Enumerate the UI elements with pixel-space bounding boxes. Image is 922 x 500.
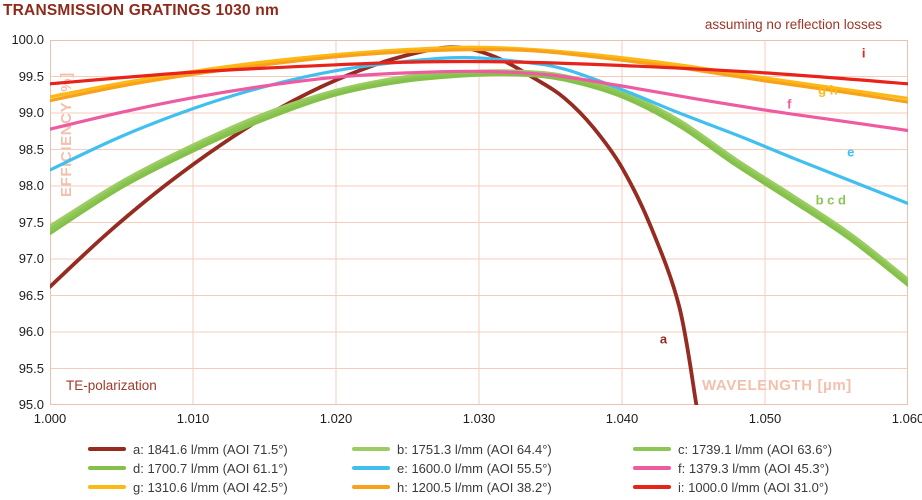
legend-swatch-a [88, 447, 126, 451]
y-tick-96.0: 96.0 [18, 324, 44, 339]
x-tick-1.020: 1.020 [319, 411, 353, 426]
legend-label-b: b: 1751.3 l/mm (AOI 64.4°) [397, 441, 552, 457]
curve-d [50, 72, 908, 287]
legend-label-a: a: 1841.6 l/mm (AOI 71.5°) [133, 441, 288, 457]
x-tick-1.040: 1.040 [605, 411, 639, 426]
legend-item-i: i: 1000.0 l/mm (AOI 31.0°) [633, 479, 918, 495]
legend-label-f: f: 1379.3 l/mm (AOI 45.3°) [678, 460, 830, 476]
y-tick-100.0: 100.0 [11, 32, 44, 47]
curve-i [50, 59, 908, 86]
page-title: TRANSMISSION GRATINGS 1030 nm [3, 2, 279, 19]
x-axis-label: WAVELENGTH [µm] [702, 377, 852, 394]
y-tick-97.5: 97.5 [18, 214, 44, 230]
legend-item-g: g: 1310.6 l/mm (AOI 42.5°) [88, 479, 352, 495]
legend-item-c: c: 1739.1 l/mm (AOI 63.6°) [633, 441, 918, 457]
x-tick-1.030: 1.030 [462, 411, 496, 426]
curve-h [50, 47, 908, 104]
legend-swatch-h [352, 485, 390, 489]
legend-label-g: g: 1310.6 l/mm (AOI 42.5°) [133, 479, 288, 495]
legend-item-d: d: 1700.7 l/mm (AOI 61.1°) [88, 460, 352, 476]
legend-item-b: b: 1751.3 l/mm (AOI 64.4°) [352, 441, 633, 457]
legend-item-h: h: 1200.5 l/mm (AOI 38.2°) [352, 479, 633, 495]
y-tick-99.0: 99.0 [18, 105, 44, 120]
legend-item-f: f: 1379.3 l/mm (AOI 45.3°) [633, 460, 918, 476]
x-tick-1.050: 1.050 [748, 411, 782, 426]
y-tick-95.0: 95.0 [18, 397, 44, 412]
curve-f [50, 69, 908, 133]
legend-label-d: d: 1700.7 l/mm (AOI 61.1°) [133, 460, 288, 476]
legend-label-e: e: 1600.0 l/mm (AOI 55.5°) [397, 460, 552, 476]
legend-swatch-e [352, 466, 390, 470]
legend-label-c: c: 1739.1 l/mm (AOI 63.6°) [678, 441, 833, 457]
y-tick-98.0: 98.0 [18, 178, 44, 193]
x-tick-1.000: 1.000 [33, 411, 67, 426]
legend: a: 1841.6 l/mm (AOI 71.5°) b: 1751.3 l/mm… [88, 441, 918, 495]
x-tick-1.010: 1.010 [176, 411, 210, 426]
y-tick-98.5: 98.5 [18, 141, 44, 157]
legend-label-h: h: 1200.5 l/mm (AOI 38.2°) [397, 479, 552, 495]
plot-area: EFFICIENCY [%] WAVELENGTH [µm] TE-polari… [50, 40, 908, 405]
y-tick-96.5: 96.5 [18, 287, 44, 303]
curve-a [50, 45, 699, 405]
efficiency-curves-chart [50, 40, 908, 405]
plot-border [50, 40, 908, 405]
y-tick-97.0: 97.0 [18, 251, 44, 266]
legend-item-a: a: 1841.6 l/mm (AOI 71.5°) [88, 441, 352, 457]
legend-item-e: e: 1600.0 l/mm (AOI 55.5°) [352, 460, 633, 476]
legend-swatch-i [633, 485, 671, 489]
note-no-reflection-losses: assuming no reflection losses [704, 17, 882, 32]
y-tick-95.5: 95.5 [18, 360, 44, 376]
legend-swatch-c [633, 447, 671, 451]
legend-swatch-g [88, 485, 126, 489]
legend-swatch-d [88, 466, 126, 470]
y-tick-99.5: 99.5 [18, 68, 44, 84]
polarization-note: TE-polarization [66, 378, 157, 393]
legend-swatch-f [633, 466, 671, 470]
x-tick-1.060: 1.060 [891, 411, 922, 426]
legend-label-i: i: 1000.0 l/mm (AOI 31.0°) [678, 479, 829, 495]
legend-swatch-b [352, 447, 390, 451]
